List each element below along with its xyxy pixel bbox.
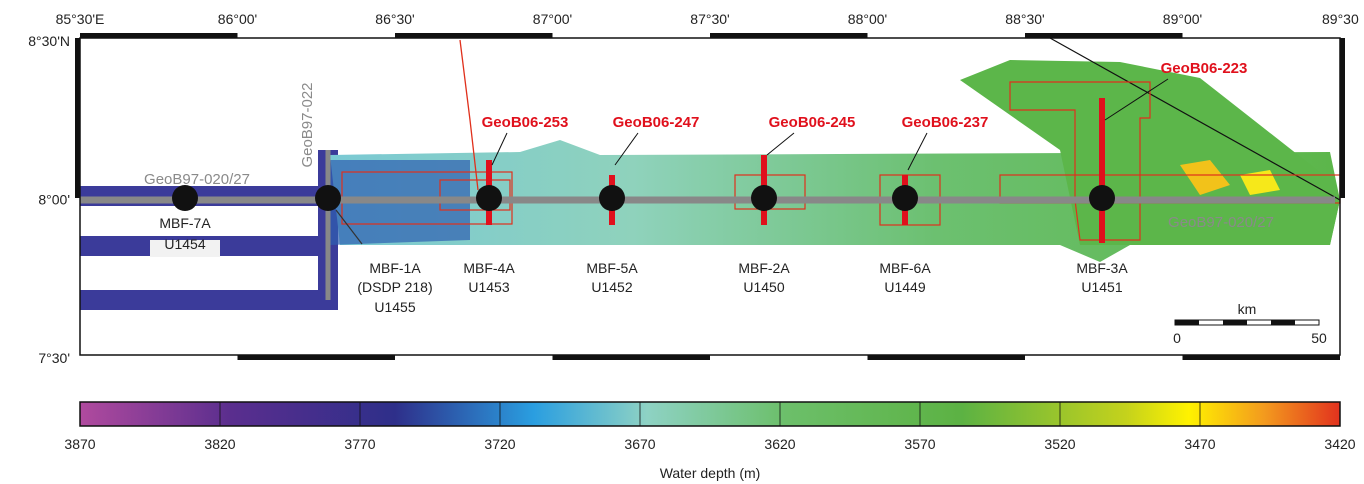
- site-label: U1451: [1081, 279, 1122, 295]
- colorbar-tick-label: 3570: [904, 436, 935, 452]
- longitude-label: 85°30'E: [56, 11, 105, 27]
- colorbar: [80, 402, 1340, 426]
- site-label: MBF-5A: [586, 260, 638, 276]
- latitude-label: 8°00': [38, 192, 70, 208]
- seismic-line-label: GeoB97-022: [299, 82, 316, 167]
- site-label: U1450: [743, 279, 784, 295]
- site-label: U1453: [468, 279, 509, 295]
- longitude-label: 87°00': [533, 11, 572, 27]
- scale-label: 50: [1311, 330, 1327, 346]
- longitude-label: 89°30: [1322, 11, 1359, 27]
- colorbar-label: Water depth (m): [660, 465, 761, 481]
- scale-label: 0: [1173, 330, 1181, 346]
- colorbar-tick-label: 3620: [764, 436, 795, 452]
- site-label: U1449: [884, 279, 925, 295]
- longitude-label: 86°00': [218, 11, 257, 27]
- longitude-label: 88°00': [848, 11, 887, 27]
- site-label: MBF-6A: [879, 260, 931, 276]
- site-label: (DSDP 218): [357, 279, 432, 295]
- colorbar-tick-label: 3470: [1184, 436, 1215, 452]
- core-label: GeoB06-245: [769, 114, 856, 131]
- latitude-label: 7°30': [38, 350, 70, 366]
- site-marker: [1089, 185, 1115, 211]
- seismic-line-label: GeoB97-020/27: [144, 171, 250, 188]
- site-marker: [751, 185, 777, 211]
- longitude-label: 86°30': [375, 11, 414, 27]
- seismic-line-label: GeoB97-020/27: [1168, 214, 1274, 231]
- site-label: MBF-4A: [463, 260, 515, 276]
- site-label: U1452: [591, 279, 632, 295]
- site-label: MBF-3A: [1076, 260, 1128, 276]
- core-label: GeoB06-253: [482, 114, 569, 131]
- core-label: GeoB06-223: [1161, 60, 1248, 77]
- latitude-label: 8°30'N: [28, 33, 70, 49]
- core-marker: [1099, 98, 1105, 243]
- core-label: GeoB06-237: [902, 114, 989, 131]
- colorbar-tick-label: 3870: [64, 436, 95, 452]
- scale-bar: km 0 50: [1173, 301, 1327, 346]
- site-marker: [892, 185, 918, 211]
- longitude-label: 88°30': [1005, 11, 1044, 27]
- core-label: GeoB06-247: [613, 114, 700, 131]
- longitude-label: 89°00': [1163, 11, 1202, 27]
- site-label: MBF-2A: [738, 260, 790, 276]
- colorbar-tick-label: 3770: [344, 436, 375, 452]
- core-leader: [767, 133, 794, 155]
- site-label: U1454: [164, 236, 205, 252]
- colorbar-tick-label: 3420: [1324, 436, 1355, 452]
- site-marker: [599, 185, 625, 211]
- site-label: MBF-1A: [369, 260, 421, 276]
- colorbar-tick-label: 3820: [204, 436, 235, 452]
- site-marker: [315, 185, 341, 211]
- site-marker: [476, 185, 502, 211]
- scale-unit: km: [1238, 301, 1257, 317]
- colorbar-tick-label: 3670: [624, 436, 655, 452]
- site-marker: [172, 185, 198, 211]
- longitude-label: 87°30': [690, 11, 729, 27]
- colorbar-tick-label: 3520: [1044, 436, 1075, 452]
- bathymetry: [80, 38, 1340, 310]
- colorbar-tick-label: 3720: [484, 436, 515, 452]
- site-label: MBF-7A: [159, 215, 211, 231]
- map-figure: km 0 50 GeoB97-020/27 GeoB97-022 GeoB97-…: [0, 0, 1364, 484]
- site-label: U1455: [374, 299, 415, 315]
